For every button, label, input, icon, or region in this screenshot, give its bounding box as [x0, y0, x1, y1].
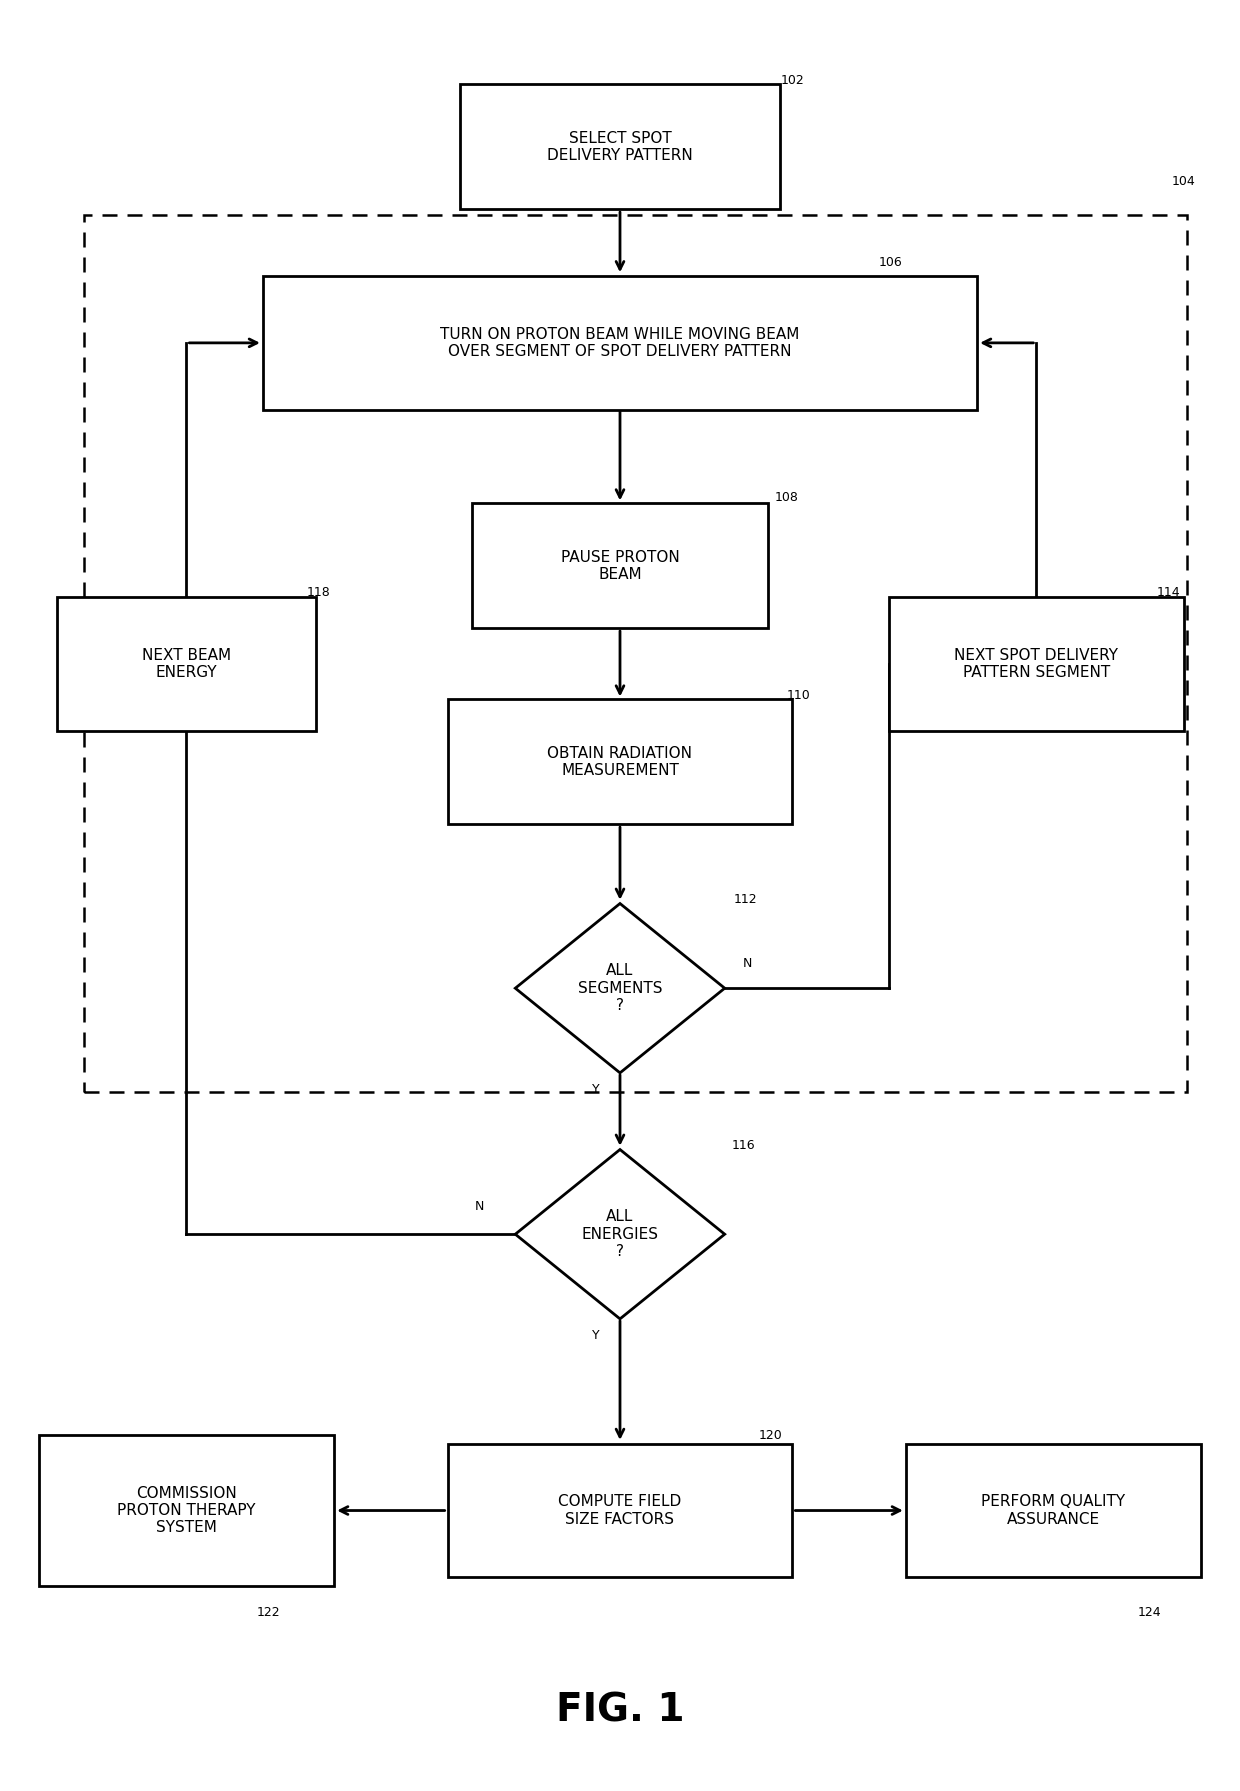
Text: SELECT SPOT
DELIVERY PATTERN: SELECT SPOT DELIVERY PATTERN: [547, 131, 693, 163]
FancyBboxPatch shape: [38, 1435, 335, 1587]
FancyBboxPatch shape: [263, 276, 977, 410]
Text: 110: 110: [786, 690, 811, 702]
Text: PAUSE PROTON
BEAM: PAUSE PROTON BEAM: [560, 550, 680, 582]
Text: FIG. 1: FIG. 1: [556, 1692, 684, 1730]
Text: 108: 108: [774, 491, 799, 505]
Text: COMMISSION
PROTON THERAPY
SYSTEM: COMMISSION PROTON THERAPY SYSTEM: [118, 1485, 255, 1535]
Text: ALL
ENERGIES
?: ALL ENERGIES ?: [582, 1209, 658, 1259]
Text: NEXT SPOT DELIVERY
PATTERN SEGMENT: NEXT SPOT DELIVERY PATTERN SEGMENT: [955, 648, 1118, 681]
FancyBboxPatch shape: [460, 84, 780, 210]
FancyBboxPatch shape: [905, 1444, 1202, 1578]
Text: 112: 112: [734, 892, 758, 906]
Text: 120: 120: [759, 1429, 782, 1442]
Text: 116: 116: [732, 1139, 755, 1152]
Text: N: N: [743, 958, 753, 971]
Text: ALL
SEGMENTS
?: ALL SEGMENTS ?: [578, 964, 662, 1014]
Polygon shape: [516, 903, 724, 1073]
Text: Y: Y: [591, 1329, 599, 1341]
Text: Y: Y: [591, 1084, 599, 1096]
Text: N: N: [475, 1200, 485, 1213]
FancyBboxPatch shape: [57, 596, 316, 731]
Text: 122: 122: [257, 1607, 280, 1619]
Text: NEXT BEAM
ENERGY: NEXT BEAM ENERGY: [141, 648, 231, 681]
FancyBboxPatch shape: [472, 503, 768, 629]
Polygon shape: [516, 1150, 724, 1318]
FancyBboxPatch shape: [889, 596, 1184, 731]
Text: TURN ON PROTON BEAM WHILE MOVING BEAM
OVER SEGMENT OF SPOT DELIVERY PATTERN: TURN ON PROTON BEAM WHILE MOVING BEAM OV…: [440, 326, 800, 358]
Text: 114: 114: [1156, 586, 1180, 598]
Text: 106: 106: [879, 256, 903, 269]
FancyBboxPatch shape: [448, 700, 792, 824]
Text: COMPUTE FIELD
SIZE FACTORS: COMPUTE FIELD SIZE FACTORS: [558, 1494, 682, 1526]
Text: PERFORM QUALITY
ASSURANCE: PERFORM QUALITY ASSURANCE: [982, 1494, 1126, 1526]
Text: OBTAIN RADIATION
MEASUREMENT: OBTAIN RADIATION MEASUREMENT: [548, 745, 692, 777]
Text: 124: 124: [1138, 1607, 1162, 1619]
Text: 118: 118: [306, 586, 330, 598]
Text: 104: 104: [1172, 176, 1195, 188]
Text: 102: 102: [780, 73, 805, 88]
FancyBboxPatch shape: [448, 1444, 792, 1578]
